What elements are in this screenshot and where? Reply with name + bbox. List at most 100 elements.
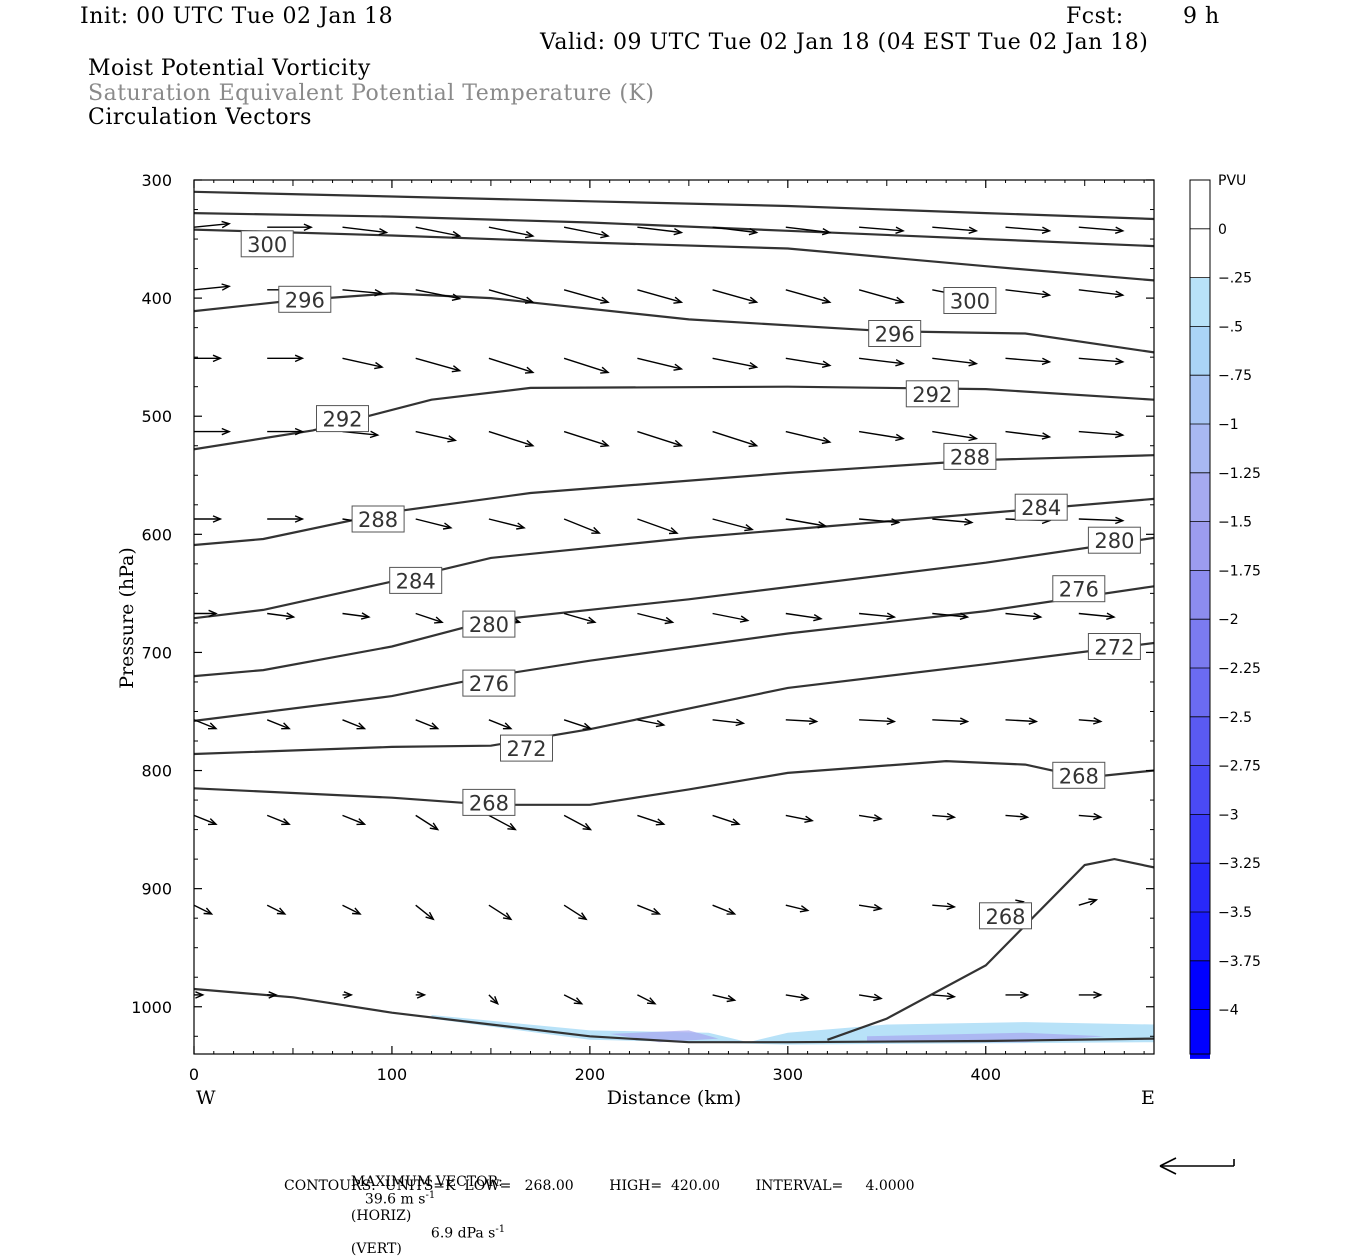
vector-shaft <box>712 612 748 622</box>
vector-head <box>374 288 384 297</box>
vector-shaft <box>858 904 882 910</box>
contour-label-box <box>979 902 1032 930</box>
circulation-vector <box>415 612 444 624</box>
vector-shaft <box>932 357 977 365</box>
vector-head <box>490 996 499 1005</box>
vector-shaft <box>415 430 456 442</box>
vector-shaft <box>637 612 673 623</box>
circulation-vector <box>563 904 588 921</box>
circulation-vector <box>712 718 746 727</box>
circulation-vector <box>1078 516 1125 525</box>
vector-head <box>416 991 427 999</box>
circulation-vector <box>194 609 218 618</box>
colorbar-label: −3.75 <box>1218 954 1261 970</box>
contour-label-text: 284 <box>1021 496 1061 520</box>
theta-contour <box>194 987 1154 1044</box>
vector-head <box>1114 430 1125 439</box>
vector-head <box>294 515 305 523</box>
vector-head <box>502 722 513 730</box>
vector-head <box>886 717 897 725</box>
vector-head <box>212 354 223 363</box>
vector-shaft <box>488 994 499 1005</box>
vector-shaft <box>858 994 882 1000</box>
vector-shaft <box>415 904 434 920</box>
contour-label-box <box>462 610 516 638</box>
circulation-vector <box>859 226 905 234</box>
circulation-vector <box>637 357 684 371</box>
vector-head <box>748 296 759 304</box>
circulation-vector <box>342 430 380 439</box>
vector-shaft <box>415 357 460 372</box>
vector-head <box>1114 226 1125 234</box>
vector-shaft <box>859 612 895 618</box>
contour-label-box <box>1087 526 1141 554</box>
circulation-vector <box>932 612 970 620</box>
circulation-vector <box>858 430 905 442</box>
contour-label-text: 268 <box>985 905 1025 929</box>
circulation-vector <box>858 903 883 912</box>
contour-label-box <box>240 230 294 258</box>
colorbar-segment <box>1190 814 1210 864</box>
circulation-vector <box>194 719 218 730</box>
circulation-vector <box>712 612 750 623</box>
circulation-vector <box>637 994 657 1005</box>
vector-shaft <box>932 719 968 723</box>
circulation-vector <box>267 427 305 436</box>
circulation-vector <box>488 430 535 448</box>
vector-shaft <box>342 612 369 618</box>
circulation-vector <box>932 430 979 442</box>
vector-shaft <box>712 430 757 447</box>
vector-shaft <box>488 518 525 529</box>
colorbar-label: −2.5 <box>1218 710 1252 726</box>
vector-shaft <box>563 904 587 920</box>
circulation-vector <box>1005 717 1039 725</box>
contour-label-box <box>1052 575 1106 603</box>
vector-shaft <box>1078 899 1097 906</box>
circulation-vector <box>712 289 759 304</box>
vector-shaft <box>637 904 660 915</box>
vert-max-exponent: -1 <box>495 1223 506 1235</box>
circulation-vector <box>712 226 759 236</box>
vector-head <box>303 223 313 232</box>
vector-head <box>1019 812 1030 821</box>
max-vector-info: MAXIMUM VECTOR: 39.6 m s-1 (HORIZ) 6.9 d… <box>342 1158 505 1257</box>
circulation-vector <box>785 904 810 913</box>
circulation-vector <box>637 814 666 826</box>
colorbar-segment <box>1190 716 1210 767</box>
circulation-vector <box>194 220 231 229</box>
contour-label: 284 <box>1014 493 1068 521</box>
colorbar-label: −3.5 <box>1218 905 1252 921</box>
vector-shaft <box>1078 226 1123 232</box>
contour-label-box <box>278 285 332 313</box>
vector-shaft <box>194 285 230 291</box>
vector-head <box>221 427 232 436</box>
circulation-vector <box>712 994 737 1003</box>
vector-head <box>748 362 759 370</box>
circulation-vector <box>342 288 384 297</box>
circulation-vector <box>488 357 535 374</box>
circulation-vector <box>342 814 367 826</box>
vector-head <box>276 907 287 915</box>
circulation-vector <box>563 719 593 730</box>
theta-contour <box>194 759 1154 806</box>
y-tick-label: 600 <box>141 525 172 544</box>
x-end-label-east: E <box>1141 1087 1155 1109</box>
circulation-vector <box>1005 991 1030 999</box>
vector-shaft <box>563 814 591 831</box>
contour-label-text: 288 <box>950 445 990 469</box>
circulation-vector <box>785 814 814 823</box>
vector-shaft <box>194 814 217 825</box>
vector-head <box>294 427 305 436</box>
circulation-vector <box>932 812 957 821</box>
vector-shaft <box>267 612 294 618</box>
vector-head <box>730 818 741 826</box>
vector-shaft <box>712 289 757 303</box>
forecast-hour-value: 9 h <box>1183 4 1220 29</box>
field-title-pv: Moist Potential Vorticity <box>88 56 371 81</box>
theta-contour <box>194 190 1154 221</box>
valid-time: Valid: 09 UTC Tue 02 Jan 18 (04 EST Tue … <box>540 30 1149 55</box>
circulation-vector <box>488 994 499 1005</box>
vector-shaft <box>488 814 516 831</box>
axes-layer: 300 400 500 600 700 800 900 1000 0 100 200 300 400 <box>131 171 1155 1084</box>
vector-head <box>356 722 367 730</box>
